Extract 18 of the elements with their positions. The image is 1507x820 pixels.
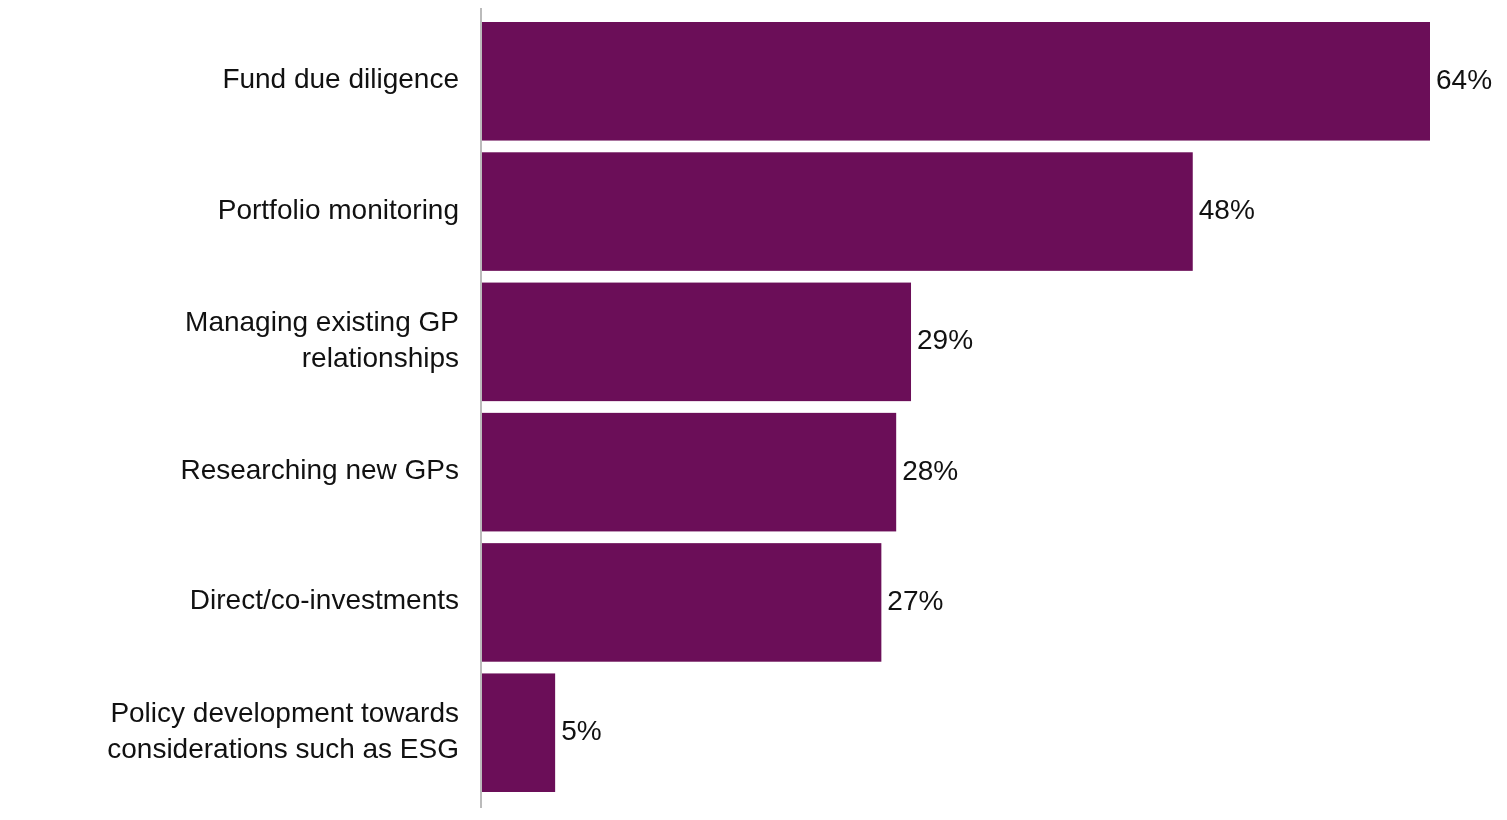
- y-tick-label: Managing existing GP relationships: [185, 306, 459, 374]
- y-tick-label: Portfolio monitoring: [217, 193, 459, 225]
- bar: [481, 152, 1193, 271]
- bar: [481, 22, 1430, 141]
- bar: [481, 673, 556, 792]
- data-label: 5%: [561, 715, 602, 747]
- bar: [481, 282, 912, 402]
- data-label: 27%: [887, 584, 944, 616]
- y-tick-label: Fund due diligence: [222, 63, 459, 95]
- y-tick-label: Researching new GPs: [180, 454, 459, 486]
- data-label: 64%: [1436, 63, 1493, 95]
- data-label: 29%: [917, 324, 974, 356]
- y-tick-label: Policy development towards considerations such as ESG: [107, 697, 459, 765]
- data-label: 48%: [1198, 193, 1255, 225]
- y-tick-label: Direct/co-investments: [189, 584, 459, 616]
- bar: [481, 543, 882, 662]
- data-label: 28%: [902, 454, 959, 486]
- bar: [481, 412, 897, 532]
